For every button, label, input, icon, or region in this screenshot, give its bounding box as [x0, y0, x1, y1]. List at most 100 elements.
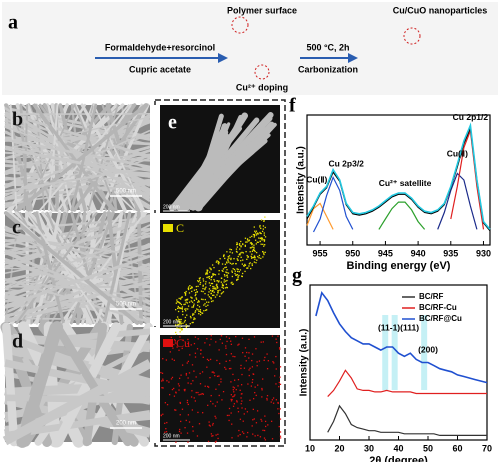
- signal: [191, 297, 193, 299]
- signal: [235, 335, 237, 338]
- signal: [256, 259, 258, 261]
- signal: [247, 267, 249, 269]
- arrowhead: [348, 53, 358, 63]
- signal: [258, 257, 260, 259]
- signal: [240, 260, 242, 262]
- x-tick-label: 40: [393, 443, 403, 453]
- fiber: [4, 149, 151, 199]
- signal: [231, 423, 233, 425]
- signal: [215, 261, 218, 263]
- signal: [175, 334, 178, 336]
- signal: [204, 298, 206, 301]
- panel-label: f: [289, 95, 296, 117]
- signal: [173, 359, 175, 361]
- signal: [187, 287, 189, 290]
- signal: [230, 394, 232, 396]
- signal: [180, 328, 183, 330]
- signal: [199, 281, 202, 284]
- clip: [150, 213, 156, 323]
- signal: [221, 399, 223, 401]
- signal: [250, 255, 252, 258]
- signal: [209, 377, 211, 379]
- signal: [241, 251, 243, 254]
- callout: Cu/CuO nanoparticles: [393, 5, 488, 15]
- signal: [188, 292, 191, 294]
- series-line: [315, 291, 488, 384]
- signal: [247, 431, 249, 434]
- signal: [248, 263, 251, 265]
- fiber: [2, 359, 153, 446]
- signal: [199, 372, 201, 375]
- signal: [256, 251, 258, 254]
- legend-label: BC/RF-Cu: [419, 303, 457, 312]
- signal: [204, 283, 207, 285]
- signal: [210, 300, 213, 303]
- signal: [175, 441, 177, 443]
- signal: [216, 283, 218, 286]
- signal: [228, 367, 231, 370]
- signal: [205, 305, 207, 308]
- signal: [256, 361, 258, 363]
- signal: [244, 245, 246, 247]
- y-axis-title: Intensity (a.u.): [296, 146, 307, 214]
- signal: [253, 261, 256, 263]
- signal: [218, 394, 220, 397]
- signal: [236, 279, 238, 281]
- signal: [231, 398, 233, 401]
- signal: [187, 338, 189, 341]
- arrowhead: [218, 53, 228, 63]
- signal: [236, 258, 238, 260]
- signal: [194, 400, 197, 402]
- signal: [191, 364, 194, 366]
- signal: [244, 347, 247, 349]
- step-text: 500 °C, 2h: [306, 42, 349, 52]
- signal: [278, 381, 280, 384]
- signal: [262, 429, 264, 431]
- signal: [232, 268, 234, 270]
- signal: [187, 382, 189, 384]
- signal: [191, 306, 193, 308]
- signal: [226, 287, 228, 289]
- series-line: [378, 201, 426, 230]
- signal: [178, 349, 180, 351]
- signal: [212, 422, 214, 425]
- signal: [248, 338, 250, 340]
- signal: [192, 314, 194, 316]
- signal: [228, 257, 230, 259]
- signal: [262, 228, 264, 230]
- signal: [168, 381, 170, 383]
- signal: [257, 233, 259, 235]
- signal: [271, 438, 274, 440]
- signal: [181, 308, 183, 310]
- signal: [206, 301, 208, 303]
- signal: [259, 224, 261, 227]
- signal: [279, 348, 281, 350]
- scale-text: 200 nm: [116, 421, 136, 427]
- signal: [207, 269, 209, 272]
- signal: [241, 407, 243, 409]
- signal: [249, 367, 251, 369]
- signal: [246, 267, 248, 269]
- signal: [253, 249, 256, 251]
- signal: [251, 264, 253, 267]
- signal: [256, 410, 259, 412]
- legend-swatch: [163, 339, 173, 347]
- signal: [191, 409, 194, 411]
- signal: [174, 340, 177, 342]
- fiber: [15, 211, 98, 325]
- fiber: [6, 104, 57, 211]
- signal: [193, 318, 195, 321]
- signal: [192, 430, 194, 432]
- signal: [209, 284, 212, 287]
- signal: [213, 266, 215, 269]
- signal: [263, 240, 266, 242]
- signal: [221, 269, 223, 272]
- annotation: Cu(Ⅱ): [306, 174, 327, 184]
- clip: [150, 327, 156, 442]
- signal: [213, 288, 216, 290]
- signal: [164, 402, 167, 404]
- signal: [207, 294, 209, 296]
- signal: [254, 256, 256, 258]
- panel-label: a: [8, 12, 18, 34]
- signal: [221, 292, 223, 294]
